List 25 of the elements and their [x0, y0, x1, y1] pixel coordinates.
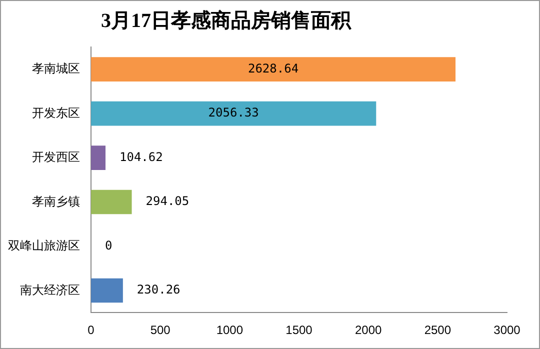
data-label: 230.26 — [136, 282, 180, 297]
x-tick-label: 2500 — [424, 323, 452, 338]
y-tick-label: 南大经济区 — [20, 282, 80, 297]
bar — [91, 278, 123, 303]
data-label: 104.62 — [120, 150, 163, 164]
bar — [91, 190, 132, 214]
chart-title: 3月17日孝感商品房销售面积 — [101, 8, 351, 34]
y-tick-label: 孝南乡镇 — [32, 194, 80, 208]
bar — [91, 146, 106, 170]
x-tick-label: 3000 — [494, 323, 521, 338]
y-tick-label: 双峰山旅游区 — [8, 238, 80, 253]
bar — [91, 101, 376, 126]
y-tick-label: 开发东区 — [32, 106, 80, 120]
x-tick-label: 1500 — [286, 323, 313, 338]
data-label: 2056.33 — [208, 106, 259, 120]
data-label: 0 — [105, 238, 112, 252]
x-tick-label: 0 — [88, 323, 95, 338]
data-label: 2628.64 — [248, 61, 299, 76]
y-tick-label: 孝南城区 — [32, 62, 80, 76]
x-tick-label: 1000 — [216, 323, 244, 338]
x-tick-label: 2000 — [354, 323, 382, 338]
bar — [91, 57, 456, 82]
x-tick-label: 500 — [150, 323, 171, 338]
data-label: 294.05 — [146, 194, 190, 208]
y-tick-label: 开发西区 — [32, 150, 80, 164]
